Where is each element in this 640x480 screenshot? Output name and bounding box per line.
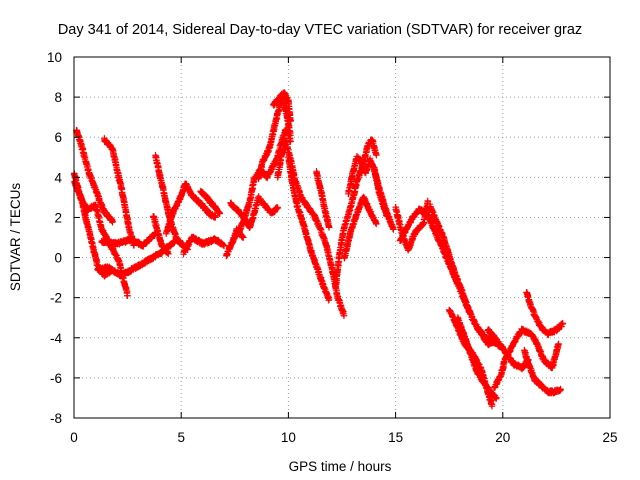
data-point (109, 218, 116, 225)
data-points (70, 89, 566, 410)
data-point (124, 292, 131, 299)
